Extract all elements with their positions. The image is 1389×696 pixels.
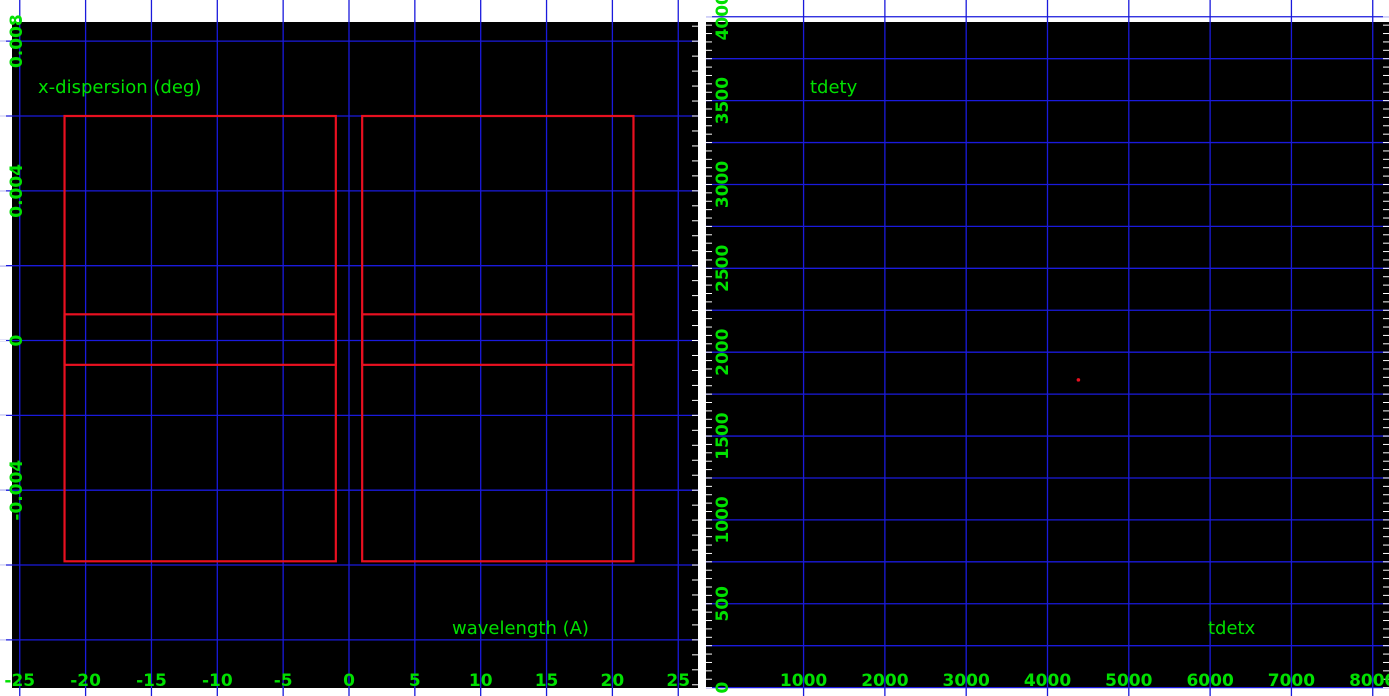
- x-tick-label-7: 10: [469, 671, 493, 691]
- y-tick-label-3: -0.004: [7, 460, 27, 521]
- y-axis-label: x-dispersion (deg): [38, 77, 201, 98]
- x-tick-label-6: 5: [409, 671, 421, 691]
- region-rect-3: [361, 313, 635, 366]
- wavelength-dispersion-chart: -25 -20 -15 -10 -5 0 5 10 15 20 25 0.008 0.004 0 -0.0…: [0, 0, 698, 696]
- x-tick-label-8: 15: [535, 671, 559, 691]
- x-tick-label-0: -25: [4, 671, 35, 691]
- y-tick-labels: 0.008 0.004 0 -0.004: [7, 14, 27, 520]
- region-rectangles: [63, 114, 635, 563]
- x-tick-label-0: 1000: [780, 671, 827, 691]
- y-tick-label-1: 3500: [713, 77, 733, 124]
- y-tick-label-5: 1500: [713, 412, 733, 459]
- x-tick-label-2: -15: [136, 671, 167, 691]
- minor-ticks: [706, 0, 1389, 696]
- plot-background: [12, 22, 698, 688]
- x-tick-label-1: 2000: [861, 671, 908, 691]
- y-tick-label-2: 3000: [713, 161, 733, 208]
- x-tick-label-9: 20: [601, 671, 625, 691]
- x-tick-label-5: 0: [343, 671, 355, 691]
- y-tick-label-1: 0.004: [7, 164, 27, 218]
- data-point-0: [1076, 378, 1081, 382]
- grid: [706, 0, 1389, 696]
- y-tick-label-2: 0: [7, 334, 27, 346]
- x-tick-labels: -25 -20 -15 -10 -5 0 5 10 15 20 25: [4, 671, 690, 691]
- left-plot-panel: -25 -20 -15 -10 -5 0 5 10 15 20 25 0.008 0.004 0 -0.0…: [0, 0, 698, 696]
- x-tick-label-1: -20: [70, 671, 101, 691]
- x-tick-label-3: 4000: [1024, 671, 1071, 691]
- x-tick-label-3: -10: [202, 671, 233, 691]
- x-axis-label: wavelength (A): [452, 618, 589, 639]
- x-tick-labels: 1000 2000 3000 4000 5000 6000 7000 8000: [780, 671, 1389, 691]
- x-tick-label-4: 5000: [1105, 671, 1152, 691]
- region-rect-2: [63, 313, 337, 366]
- x-tick-label-7: 8000: [1349, 671, 1389, 691]
- x-tick-label-2: 3000: [943, 671, 990, 691]
- y-tick-labels: 4000 3500 3000 2500 2000 1500 1000 500 0: [713, 0, 733, 694]
- x-axis-label: tdetx: [1208, 618, 1256, 639]
- detector-coordinates-chart: 10002000300040005000600070008000 4000350…: [706, 0, 1389, 696]
- x-tick-label-4: -5: [274, 671, 293, 691]
- data-points: [1076, 378, 1081, 382]
- y-tick-label-3: 2500: [713, 245, 733, 292]
- y-tick-label-7: 500: [713, 586, 733, 622]
- minor-ticks: [0, 10, 698, 686]
- y-tick-label-8: 0: [713, 682, 733, 694]
- x-tick-label-10: 25: [666, 671, 690, 691]
- y-tick-label-0: 4000: [713, 0, 733, 40]
- x-tick-label-6: 7000: [1268, 671, 1315, 691]
- y-tick-label-6: 1000: [713, 496, 733, 543]
- right-plot-panel: 10002000300040005000600070008000 4000350…: [706, 0, 1389, 696]
- y-tick-label-0: 0.008: [7, 14, 27, 68]
- grid: [0, 0, 698, 696]
- y-axis-label: tdety: [810, 77, 858, 98]
- y-tick-label-4: 2000: [713, 328, 733, 375]
- x-tick-label-5: 6000: [1186, 671, 1233, 691]
